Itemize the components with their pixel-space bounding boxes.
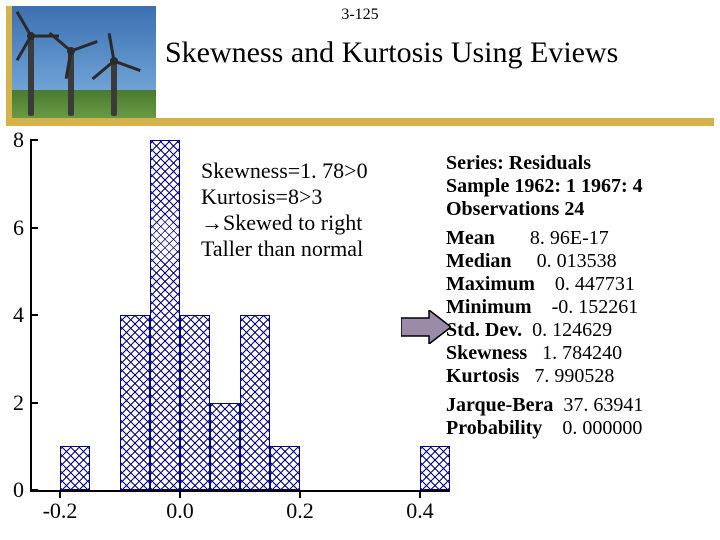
stats-header: Observations 24	[446, 198, 714, 221]
slide: 3-125 Skewness and Kurtosis Using Eviews…	[0, 0, 720, 540]
stats-row: Median 0. 013538	[446, 250, 714, 273]
x-tick	[179, 490, 181, 498]
x-tick-label: 0.0	[166, 498, 194, 524]
x-tick	[59, 490, 61, 498]
y-tick-label: 2	[6, 390, 24, 416]
stats-header: Series: Residuals	[446, 152, 714, 175]
x-tick-label: 0.2	[286, 498, 314, 524]
histogram-bar	[240, 315, 270, 490]
stats-row: Mean 8. 96E-17	[446, 227, 714, 250]
histogram-bar	[180, 315, 210, 490]
histogram-bar	[210, 403, 240, 491]
x-axis	[30, 490, 450, 492]
stats-row: Jarque-Bera 37. 63941	[446, 394, 714, 417]
x-tick-label: 0.4	[406, 498, 434, 524]
stats-row: Minimum -0. 152261	[446, 296, 714, 319]
y-tick-label: 4	[6, 302, 24, 328]
block-arrow-icon	[401, 310, 451, 344]
x-tick	[299, 490, 301, 498]
histogram-bar	[270, 446, 300, 490]
decorative-image	[6, 6, 156, 126]
x-tick-label: -0.2	[43, 498, 78, 524]
page-title: Skewness and Kurtosis Using Eviews	[165, 36, 710, 70]
chart-area: 02468-0.20.00.20.4 Skewness=1. 78>0 Kurt…	[6, 140, 714, 530]
stats-header: Sample 1962: 1 1967: 4	[446, 175, 714, 198]
histogram-bar	[120, 315, 150, 490]
statistics-panel: Series: Residuals Sample 1962: 1 1967: 4…	[446, 152, 714, 440]
histogram-bar	[420, 446, 450, 490]
stats-row: Std. Dev. 0. 124629	[446, 319, 714, 342]
y-tick-label: 0	[6, 477, 24, 503]
annotation-line: Taller than normal	[201, 236, 461, 262]
stats-row: Probability 0. 000000	[446, 417, 714, 440]
stats-row: Maximum 0. 447731	[446, 273, 714, 296]
y-tick-label: 8	[6, 127, 24, 153]
annotation-line: →Skewed to right	[201, 210, 461, 236]
title-underline	[6, 118, 714, 126]
page-number: 3-125	[0, 6, 720, 24]
y-tick-label: 6	[6, 215, 24, 241]
histogram-bar	[150, 140, 180, 490]
right-arrow-icon: →	[201, 210, 223, 235]
annotation-box: Skewness=1. 78>0 Kurtosis=8>3 →Skewed to…	[201, 158, 461, 262]
annotation-line: Skewness=1. 78>0	[201, 158, 461, 184]
x-tick	[419, 490, 421, 498]
annotation-line: Kurtosis=8>3	[201, 184, 461, 210]
stats-row: Kurtosis 7. 990528	[446, 365, 714, 388]
histogram-bar	[60, 446, 90, 490]
stats-row: Skewness 1. 784240	[446, 342, 714, 365]
